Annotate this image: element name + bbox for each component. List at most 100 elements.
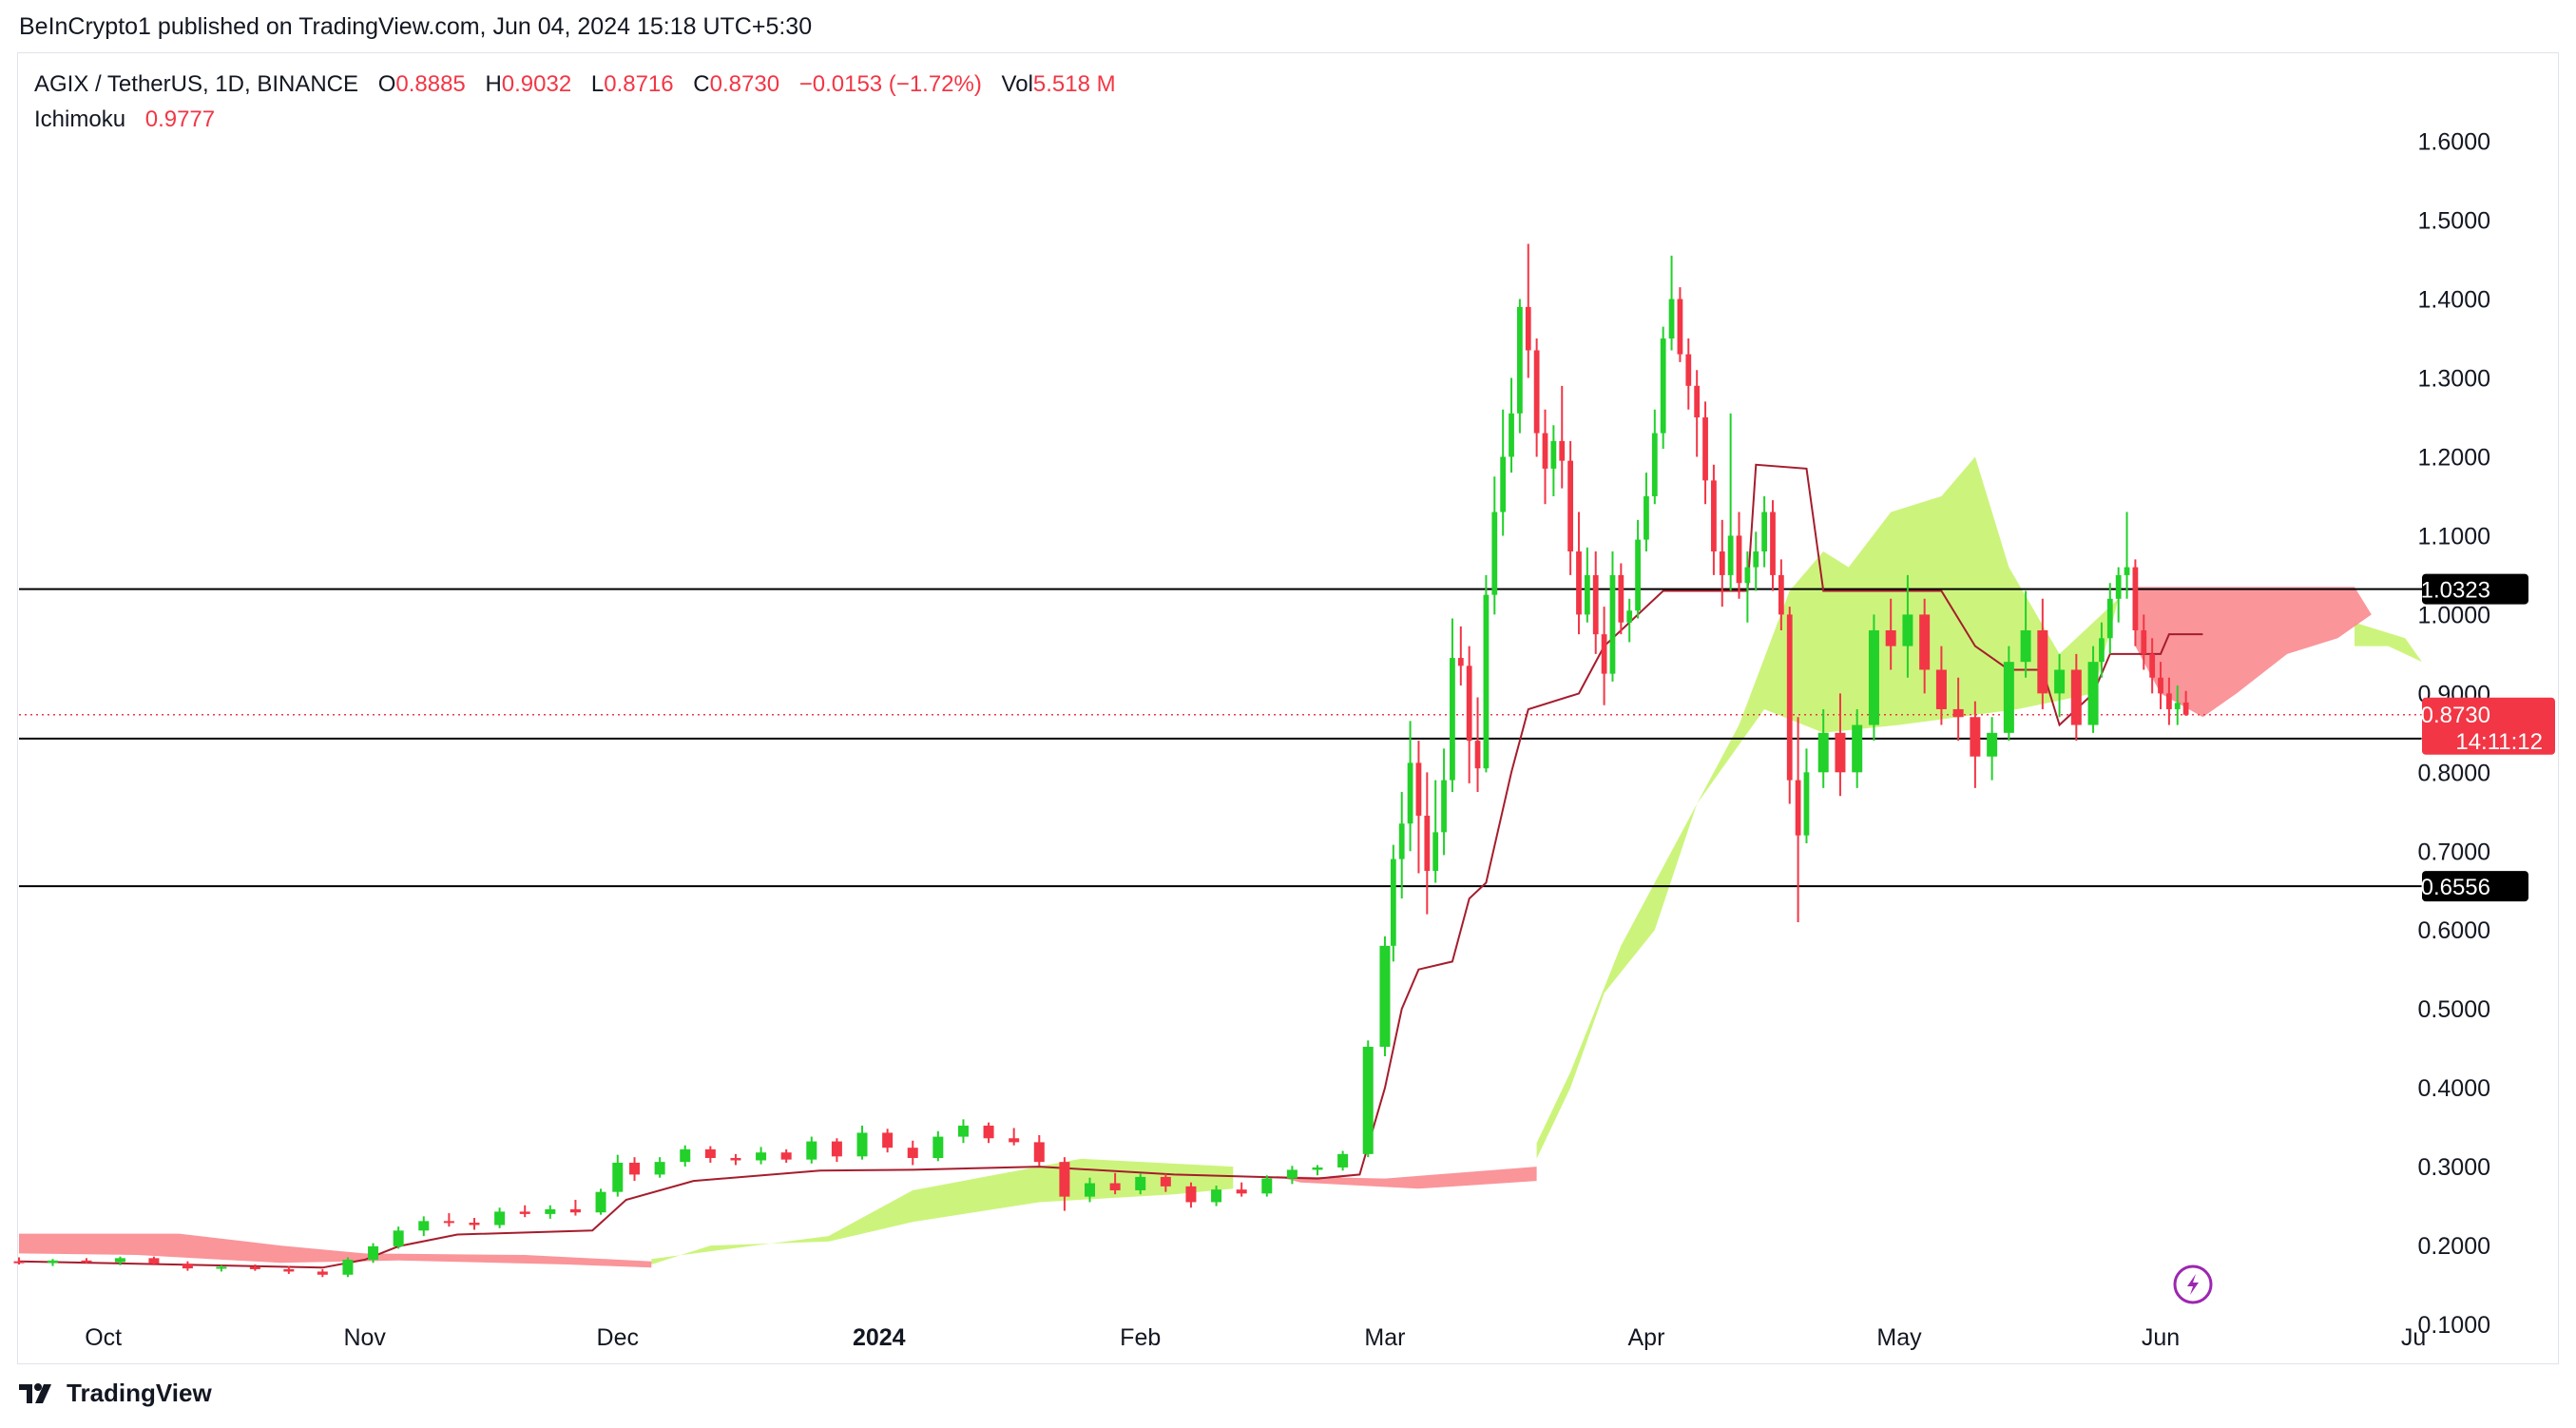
last-price-tag-label: 0.8730 xyxy=(2421,703,2490,728)
candle xyxy=(283,1265,295,1274)
candle xyxy=(1362,1040,1374,1158)
candle-body xyxy=(1337,1153,1349,1167)
cloud-bull-1 xyxy=(1536,456,2119,1159)
candle xyxy=(595,1188,606,1215)
legend-indicator-row: Ichimoku 0.9777 xyxy=(34,102,1116,137)
candle-body xyxy=(1835,732,1846,773)
candle xyxy=(1236,1182,1247,1197)
level-tag-bg xyxy=(2422,573,2528,605)
x-tick-label: 2024 xyxy=(853,1324,906,1351)
candle-body xyxy=(1033,1142,1045,1163)
candle xyxy=(629,1157,641,1182)
candle xyxy=(1609,551,1616,682)
candle-body xyxy=(1135,1176,1146,1191)
candle xyxy=(1736,511,1742,599)
candle-body xyxy=(1761,511,1768,552)
candle-body xyxy=(1362,1047,1374,1154)
candle xyxy=(1868,614,1879,742)
candle xyxy=(1085,1177,1096,1203)
candle-body xyxy=(932,1136,944,1158)
legend-open-label: O xyxy=(377,71,396,97)
candle-body xyxy=(1491,511,1498,595)
candle xyxy=(1542,409,1548,505)
candle-body xyxy=(2070,669,2082,725)
y-tick-label: 0.5000 xyxy=(2418,996,2490,1023)
candle-body xyxy=(2132,567,2139,630)
candle xyxy=(1702,401,1708,505)
candle xyxy=(1059,1157,1070,1211)
candle-body xyxy=(1312,1167,1323,1170)
candle-body xyxy=(1711,480,1717,552)
candle xyxy=(1424,772,1431,915)
candle-body xyxy=(629,1162,641,1175)
candle-body xyxy=(595,1191,606,1213)
ichimoku-cloud xyxy=(19,456,2422,1268)
candle-body xyxy=(114,1258,125,1263)
candle-body xyxy=(1719,551,1725,575)
candle-body xyxy=(1542,433,1548,469)
candle xyxy=(13,1257,25,1264)
legend-high-label: H xyxy=(485,71,502,97)
candle-body xyxy=(1533,350,1540,434)
legend-volume-label: Vol xyxy=(1001,71,1033,97)
candle xyxy=(1160,1173,1171,1192)
footer-brand[interactable]: TradingView xyxy=(67,1379,212,1407)
legend-indicator-label[interactable]: Ichimoku xyxy=(34,106,126,132)
candle-body xyxy=(1803,772,1810,836)
candle xyxy=(1935,646,1947,725)
candle xyxy=(1592,551,1599,654)
candle-body xyxy=(1677,299,1683,355)
candle xyxy=(2070,653,2082,742)
lightning-icon[interactable] xyxy=(2173,1264,2213,1304)
y-tick-label: 1.5000 xyxy=(2418,208,2490,235)
candle-body xyxy=(2158,677,2163,694)
x-tick-label: Nov xyxy=(343,1324,386,1351)
y-tick-label: 1.2000 xyxy=(2418,444,2490,471)
candle xyxy=(1312,1165,1323,1176)
candle xyxy=(1033,1134,1045,1167)
x-tick-label: May xyxy=(1876,1324,1922,1351)
cloud-bear-2 xyxy=(2135,587,2372,718)
candle xyxy=(1559,385,1566,489)
candle-body xyxy=(1702,417,1708,481)
candle xyxy=(1211,1186,1222,1206)
candle xyxy=(2003,646,2014,742)
candle xyxy=(1407,721,1413,852)
candle xyxy=(148,1256,160,1265)
x-tick-label: Jun xyxy=(2142,1324,2180,1351)
candle xyxy=(1744,551,1751,623)
candle xyxy=(1567,440,1573,575)
legend-close-label: C xyxy=(693,71,710,97)
candle xyxy=(1525,243,1531,378)
level-tag-bg xyxy=(2422,871,2528,902)
candle-body xyxy=(2149,653,2156,678)
candle-body xyxy=(216,1266,227,1269)
candle-body xyxy=(1626,610,1633,623)
candle-body xyxy=(1852,724,1863,773)
candle-body xyxy=(418,1221,430,1231)
candle xyxy=(1952,677,1964,742)
candle-body xyxy=(1160,1176,1171,1187)
candle-body xyxy=(2182,702,2189,715)
candle-body xyxy=(1185,1186,1197,1203)
candle xyxy=(680,1145,691,1167)
candle xyxy=(2020,590,2031,678)
candle-body xyxy=(1744,567,1751,584)
candle xyxy=(469,1218,480,1230)
candle xyxy=(1618,563,1624,635)
legend-symbol[interactable]: AGIX / TetherUS, 1D, BINANCE xyxy=(34,71,359,97)
candle xyxy=(1835,693,1846,797)
candle xyxy=(2141,614,2147,670)
candle xyxy=(2182,690,2189,716)
candle-body xyxy=(1483,594,1490,769)
cloud-bull-0 xyxy=(651,1158,1234,1264)
candle xyxy=(2037,598,2048,709)
candle-body xyxy=(1795,780,1801,836)
candle-body xyxy=(1592,574,1599,635)
candle-body xyxy=(494,1211,506,1225)
candle xyxy=(856,1125,868,1160)
y-tick-label: 0.1000 xyxy=(2418,1312,2490,1339)
candle-body xyxy=(569,1208,581,1213)
candle-body xyxy=(1009,1138,1020,1143)
